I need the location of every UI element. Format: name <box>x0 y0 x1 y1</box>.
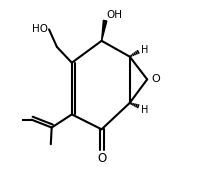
Text: H: H <box>141 105 148 115</box>
Polygon shape <box>102 20 107 41</box>
Text: O: O <box>97 152 106 165</box>
Text: OH: OH <box>107 10 123 20</box>
Text: HO: HO <box>32 24 48 34</box>
Text: O: O <box>151 74 160 84</box>
Text: H: H <box>141 45 148 55</box>
